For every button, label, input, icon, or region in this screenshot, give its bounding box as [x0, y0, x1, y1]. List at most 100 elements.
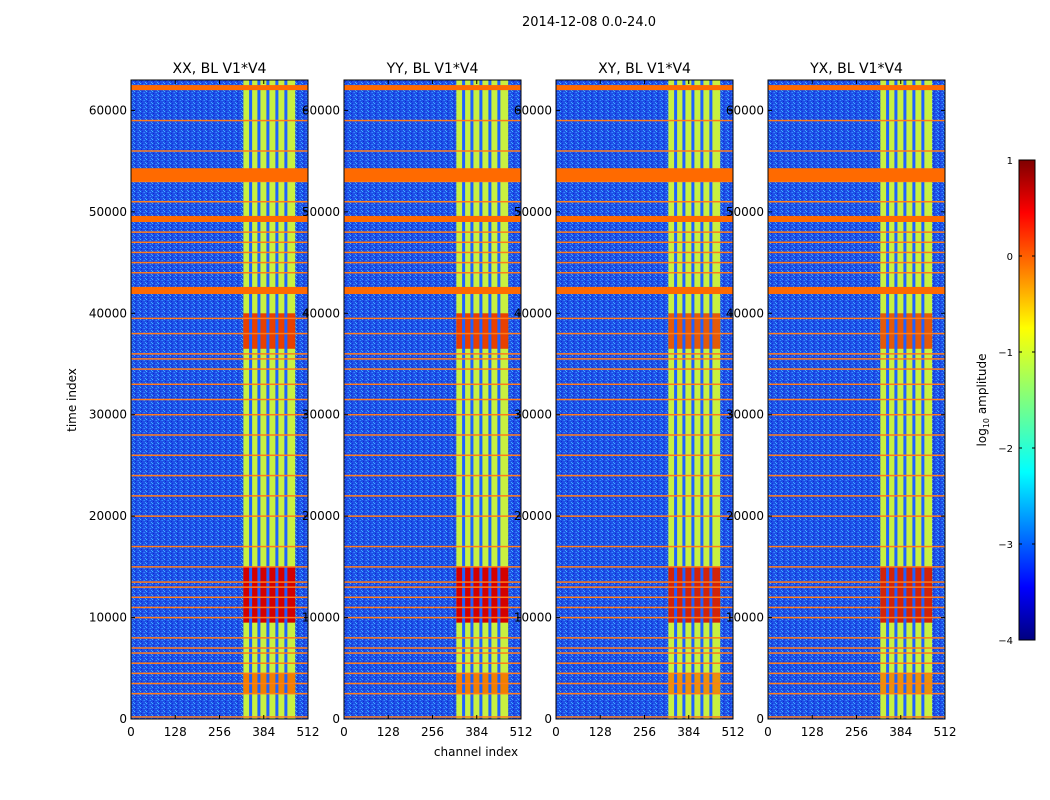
flagged-row [768, 616, 945, 619]
flagged-row [131, 682, 308, 685]
y-tick-label: 40000 [89, 306, 127, 320]
y-tick-label: 30000 [89, 408, 127, 422]
flagged-row [131, 398, 308, 401]
flagged-row [344, 200, 521, 203]
flagged-row [131, 413, 308, 416]
flagged-row [131, 586, 308, 588]
colorbar-tick-label: −2 [998, 444, 1013, 455]
x-tick-label: 512 [722, 725, 745, 739]
x-tick-label: 128 [164, 725, 187, 739]
flagged-row [768, 317, 945, 320]
flagged-row [131, 332, 308, 335]
flagged-row [344, 261, 521, 264]
flagged-row [131, 616, 308, 619]
flagged-row [556, 150, 733, 152]
flagged-row [131, 606, 308, 609]
flagged-row [556, 581, 733, 583]
flagged-row [131, 672, 308, 675]
flagged-row [131, 150, 308, 152]
flagged-row [768, 474, 945, 477]
flagged-row [131, 358, 308, 360]
flagged-row [344, 317, 521, 320]
y-tick-label: 20000 [726, 509, 764, 523]
y-tick-label: 0 [756, 712, 764, 726]
x-tick-label: 128 [589, 725, 612, 739]
flagged-row [556, 261, 733, 264]
flagged-row [768, 606, 945, 609]
flagged-row [131, 119, 308, 122]
flagged-row [344, 474, 521, 477]
y-tick-label: 60000 [89, 103, 127, 117]
flagged-row [344, 150, 521, 152]
flagged-row [344, 434, 521, 436]
flagged-row [768, 682, 945, 685]
flagged-row [556, 637, 733, 639]
flagged-row [768, 398, 945, 401]
flagged-row [131, 495, 308, 497]
flagged-row [556, 434, 733, 436]
y-tick-label: 60000 [726, 103, 764, 117]
y-tick-label: 50000 [514, 205, 552, 219]
flagged-row [131, 241, 308, 244]
flagged-row [556, 398, 733, 401]
panel-title: XY, BL V1*V4 [598, 61, 691, 77]
x-tick-label: 256 [633, 725, 656, 739]
y-tick-label: 60000 [514, 103, 552, 117]
flagged-row [768, 353, 945, 355]
flagged-row [768, 241, 945, 244]
flagged-block [344, 85, 521, 91]
y-tick-label: 40000 [726, 306, 764, 320]
flagged-row [768, 596, 945, 599]
flagged-row [131, 368, 308, 370]
flagged-row [131, 692, 308, 695]
flagged-row [344, 332, 521, 335]
panels: XX, BL V1*V4 0 128 256 384 512 0 10000 20000 3000… [89, 61, 957, 739]
flagged-row [131, 251, 308, 254]
flagged-row [344, 353, 521, 355]
panel-yy: YY, BL V1*V4 0 128 256 384 512 0 10000 20000 3000… [302, 61, 533, 739]
panel-title: XX, BL V1*V4 [173, 61, 267, 77]
x-tick-label: 384 [465, 725, 488, 739]
flagged-row [344, 358, 521, 360]
flagged-row [556, 545, 733, 548]
flagged-row [344, 692, 521, 695]
y-tick-label: 20000 [302, 509, 340, 523]
flagged-row [556, 200, 733, 203]
flagged-row [556, 647, 733, 649]
x-tick-label: 0 [127, 725, 135, 739]
flagged-row [556, 353, 733, 355]
y-tick-label: 10000 [302, 611, 340, 625]
flagged-row [344, 586, 521, 588]
flagged-row [344, 515, 521, 517]
x-tick-label: 384 [889, 725, 912, 739]
flagged-row [556, 495, 733, 497]
flagged-row [768, 566, 945, 568]
flagged-row [556, 515, 733, 517]
flagged-row [131, 515, 308, 517]
flagged-row [344, 231, 521, 233]
flagged-row [556, 241, 733, 244]
flagged-block [768, 286, 945, 295]
flagged-row [768, 261, 945, 264]
flagged-row [131, 647, 308, 649]
flagged-row [768, 545, 945, 548]
flagged-row [131, 231, 308, 233]
y-tick-label: 50000 [302, 205, 340, 219]
x-tick-label: 0 [552, 725, 560, 739]
y-tick-label: 40000 [514, 306, 552, 320]
flagged-row [556, 682, 733, 685]
flagged-row [344, 662, 521, 664]
flagged-row [344, 566, 521, 568]
flagged-row [131, 454, 308, 457]
flagged-row [556, 616, 733, 619]
y-tick-label: 30000 [302, 408, 340, 422]
flagged-row [344, 368, 521, 370]
y-tick-label: 40000 [302, 306, 340, 320]
x-tick-label: 0 [764, 725, 772, 739]
flagged-row [768, 662, 945, 664]
y-tick-label: 0 [332, 712, 340, 726]
flagged-row [556, 596, 733, 599]
flagged-row [131, 317, 308, 320]
flagged-row [768, 332, 945, 335]
flagged-row [768, 231, 945, 233]
